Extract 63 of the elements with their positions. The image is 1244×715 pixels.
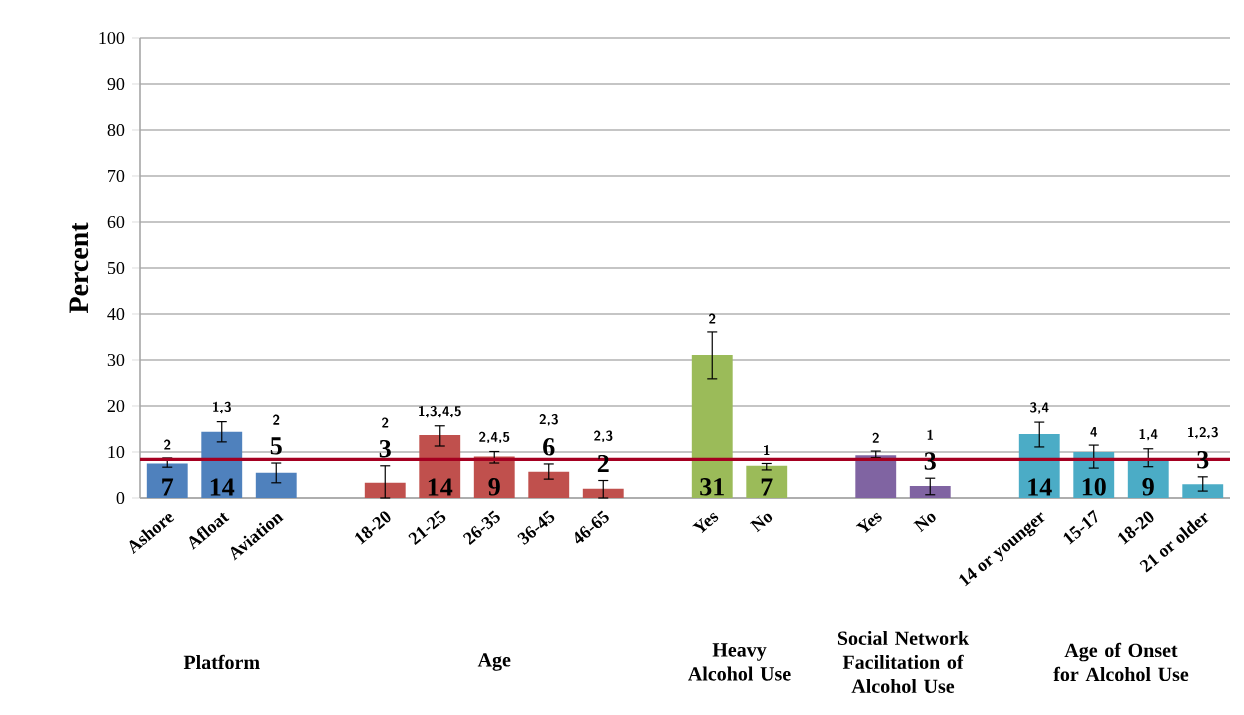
data-label: 7 — [761, 478, 773, 496]
y-tick-label: 10 — [108, 445, 125, 459]
annotation: 2 — [382, 417, 389, 428]
annotation: 2,4,5 — [479, 431, 510, 444]
y-tick-label: 100 — [99, 31, 125, 45]
data-label: 10 — [1082, 478, 1106, 496]
annotation: 2 — [872, 432, 879, 443]
y-tick-label: 30 — [107, 353, 125, 367]
y-tick-label: 40 — [107, 307, 125, 321]
bar — [691, 354, 733, 498]
data-label: 9 — [488, 478, 500, 496]
bar — [364, 482, 406, 498]
bar — [1182, 484, 1224, 498]
data-label: 5 — [270, 437, 282, 455]
bar — [1127, 458, 1169, 498]
data-label: 14 — [428, 478, 453, 496]
bar — [201, 431, 243, 498]
bar — [528, 471, 570, 498]
bar — [1018, 434, 1060, 498]
data-label: 31 — [700, 478, 724, 496]
annotation: 1,4 — [1139, 428, 1158, 441]
bar — [419, 434, 461, 498]
bar — [146, 463, 188, 498]
y-tick-label: 70 — [108, 169, 125, 183]
annotation: 1,3 — [212, 401, 231, 414]
bar — [582, 488, 624, 498]
x-tick-label: Yes — [855, 512, 882, 533]
annotation: 3,4 — [1030, 402, 1049, 414]
x-tick-label: Yes — [692, 512, 719, 533]
y-tick-label: 20 — [107, 399, 125, 413]
data-label: 7 — [162, 478, 174, 496]
bar — [255, 472, 297, 498]
bar — [746, 465, 788, 498]
data-label: 14 — [210, 478, 235, 496]
text: Social Network Facilitation of Alcohol Use — [837, 630, 970, 694]
y-axis-title: Percent — [69, 222, 89, 314]
annotation: 2,3 — [539, 414, 558, 426]
annotation: 4 — [1090, 426, 1098, 437]
annotation: 2,3 — [594, 430, 613, 443]
annotation: 1,3,4,5 — [418, 405, 461, 418]
annotation: 2 — [273, 414, 280, 425]
y-tick-label: 50 — [107, 261, 125, 275]
y-tick-label: 90 — [107, 77, 125, 91]
annotation: 1 — [763, 445, 770, 456]
text: Age of Onset for Alcohol Use — [1053, 642, 1189, 682]
y-tick-label: 60 — [107, 215, 125, 229]
text: Heavy Alcohol Use — [688, 643, 791, 681]
annotation: 1 — [927, 429, 934, 440]
annotation: 2 — [164, 439, 171, 450]
annotation: 1,2,3 — [1187, 426, 1218, 439]
data-label: 9 — [1142, 478, 1154, 496]
y-tick-label: 80 — [107, 123, 125, 137]
text: Platform — [183, 654, 260, 670]
x-tick-label: No — [913, 513, 936, 533]
text: Age — [477, 653, 511, 671]
data-label: 6 — [543, 438, 555, 456]
x-tick-label: No — [749, 513, 773, 533]
y-tick-label: 0 — [116, 491, 125, 505]
bar — [909, 486, 951, 498]
bar — [855, 455, 897, 498]
annotation: 2 — [709, 313, 716, 324]
data-label: 3 — [379, 439, 391, 458]
data-label: 14 — [1028, 478, 1052, 496]
